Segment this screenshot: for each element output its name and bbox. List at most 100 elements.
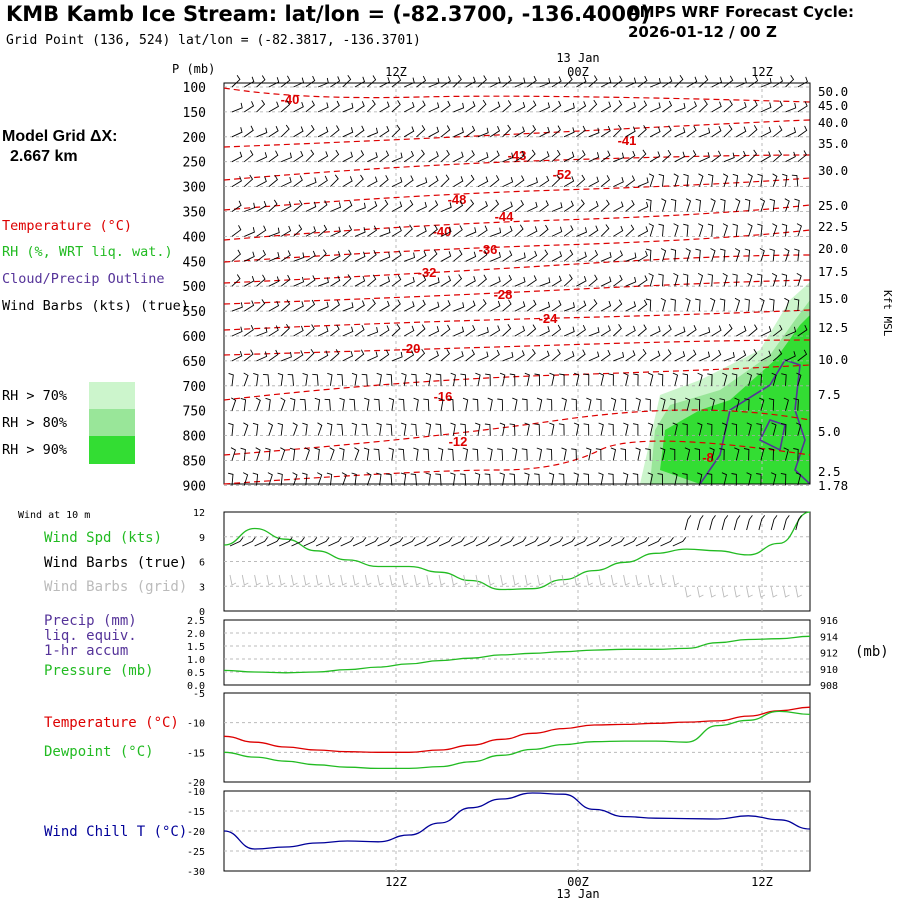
wind-barb-grid bbox=[635, 574, 643, 586]
wind-barb-grid bbox=[610, 574, 618, 586]
wind-barb bbox=[280, 124, 290, 138]
wind-barb bbox=[440, 275, 452, 287]
wind-barb bbox=[373, 448, 381, 461]
wind-barb bbox=[781, 373, 787, 386]
wind-barb-grid bbox=[438, 574, 446, 586]
wind-barb bbox=[391, 124, 401, 138]
pressure-tick-label: 200 bbox=[183, 131, 206, 146]
wind-panel-tick: 6 bbox=[199, 558, 205, 569]
wind-barb bbox=[425, 472, 431, 486]
wind-barbs-true-label: Wind Barbs (true) bbox=[44, 555, 188, 571]
wind-barb bbox=[317, 77, 329, 88]
wind-barb bbox=[759, 297, 765, 312]
wind-barb-grid bbox=[623, 574, 630, 586]
wind-barb bbox=[453, 127, 464, 138]
wind-barb bbox=[772, 100, 783, 113]
wind-barb bbox=[305, 177, 317, 188]
kft-tick-label: 30.0 bbox=[818, 163, 848, 178]
wind-barb bbox=[460, 423, 467, 436]
wind-barb-true bbox=[475, 537, 490, 547]
kft-tick-label: 45.0 bbox=[818, 98, 848, 113]
wind-barb bbox=[613, 250, 623, 262]
wind-barb bbox=[231, 249, 241, 262]
precip-panel-tick: 2.5 bbox=[187, 616, 205, 627]
pressure-line bbox=[223, 635, 811, 674]
kft-tick-label: 35.0 bbox=[818, 136, 848, 151]
wind-barb bbox=[695, 198, 701, 212]
wind-barb bbox=[576, 251, 587, 262]
wind-barb bbox=[674, 351, 686, 362]
wind-barb bbox=[797, 150, 807, 163]
wind-barb bbox=[367, 274, 377, 287]
wind-barb bbox=[330, 174, 339, 187]
forecast-cycle-label: AMPS WRF Forecast Cycle: bbox=[628, 3, 854, 21]
pressure-tick-label: 100 bbox=[183, 81, 206, 96]
rh80-swatch bbox=[89, 409, 135, 436]
wind-barb bbox=[317, 249, 327, 262]
wind-barb bbox=[391, 75, 402, 88]
wind-barb bbox=[772, 223, 778, 237]
wind-barb-true bbox=[365, 537, 379, 547]
wind-barb bbox=[330, 349, 340, 362]
rh70-swatch bbox=[89, 382, 135, 409]
pressure-tick-label: 450 bbox=[183, 255, 206, 270]
wind-barb bbox=[748, 75, 759, 88]
wind-barb bbox=[783, 397, 789, 411]
wind-barb bbox=[625, 350, 636, 362]
wind-barb bbox=[721, 472, 728, 486]
wind-barb bbox=[293, 325, 304, 337]
wind-barb bbox=[293, 276, 305, 287]
wind-barb bbox=[539, 175, 550, 187]
wind-barb bbox=[672, 472, 678, 486]
wind-barb bbox=[588, 75, 598, 88]
rh90-swatch bbox=[89, 436, 135, 464]
wind-barb bbox=[514, 350, 525, 362]
wind-barb-grid bbox=[450, 574, 458, 586]
wind-barb bbox=[698, 173, 704, 187]
wind-barb bbox=[576, 101, 587, 113]
wind-barb bbox=[403, 126, 415, 138]
wind-barb bbox=[707, 373, 713, 386]
wind-barb bbox=[428, 126, 440, 138]
wind-barb bbox=[539, 277, 551, 287]
wind-barb bbox=[710, 248, 716, 262]
temperature-contour bbox=[223, 279, 811, 305]
wind-barb bbox=[796, 223, 802, 237]
wind-barb-true bbox=[672, 537, 687, 547]
wind-barb bbox=[757, 173, 763, 187]
wind-barb-true bbox=[340, 537, 355, 547]
wind-barb bbox=[280, 100, 291, 113]
wind-barb bbox=[558, 473, 565, 486]
wind-barb bbox=[551, 324, 562, 337]
wind-barb-true bbox=[783, 515, 790, 531]
wind-barb bbox=[646, 198, 652, 212]
wind-barb-grid bbox=[733, 586, 741, 598]
wind-barb bbox=[757, 223, 763, 237]
wind-barb bbox=[650, 78, 661, 88]
wind-barb bbox=[586, 397, 592, 411]
wind-barb bbox=[719, 298, 726, 312]
wind-barb bbox=[793, 298, 800, 312]
wind-barb bbox=[339, 447, 345, 461]
wind-barb bbox=[625, 175, 636, 187]
wind-barb bbox=[784, 248, 790, 262]
wind-barb bbox=[490, 150, 500, 163]
wind-barb-true bbox=[402, 537, 416, 547]
wind-barb bbox=[317, 350, 329, 362]
temperature-contour-label: -36 bbox=[479, 242, 498, 257]
wind-barb bbox=[637, 275, 648, 287]
wind-barb bbox=[484, 473, 491, 486]
wind-barb bbox=[268, 150, 279, 163]
wind-barb-grid bbox=[549, 574, 557, 586]
wind-barb bbox=[262, 373, 270, 386]
wind-barb bbox=[648, 372, 654, 386]
wind-barb-true bbox=[696, 515, 704, 531]
wind-barb bbox=[551, 300, 562, 312]
pressure-tick-label: 800 bbox=[183, 430, 206, 445]
wind-barb bbox=[256, 152, 268, 163]
wind-barb bbox=[673, 173, 679, 187]
wind-barb bbox=[588, 127, 600, 138]
wind-barb bbox=[317, 301, 329, 312]
wind-barb bbox=[539, 249, 549, 262]
pressure-unit-label: (mb) bbox=[855, 644, 889, 660]
